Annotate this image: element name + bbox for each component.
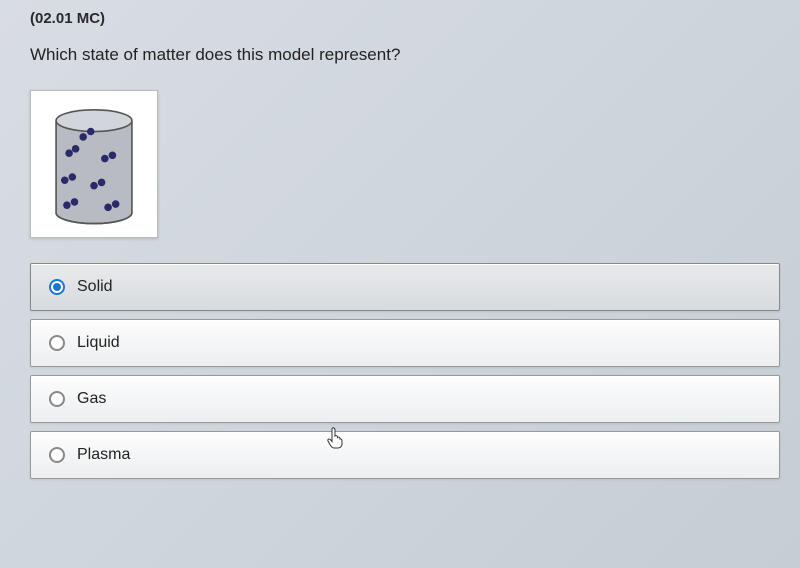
model-image xyxy=(30,90,158,238)
option-label: Liquid xyxy=(77,334,120,352)
radio-icon xyxy=(49,391,65,407)
radio-icon xyxy=(49,447,65,463)
option-label: Gas xyxy=(77,390,106,408)
option-label: Plasma xyxy=(77,446,130,464)
question-text: Which state of matter does this model re… xyxy=(30,45,780,65)
option-solid[interactable]: Solid xyxy=(30,263,780,311)
option-gas[interactable]: Gas xyxy=(30,375,780,423)
option-label: Solid xyxy=(77,278,113,296)
option-liquid[interactable]: Liquid xyxy=(30,319,780,367)
question-code: (02.01 MC) xyxy=(30,10,780,27)
radio-icon xyxy=(49,335,65,351)
options-list: Solid Liquid Gas Plasma xyxy=(30,263,780,479)
cylinder-diagram xyxy=(39,99,149,229)
option-plasma[interactable]: Plasma xyxy=(30,431,780,479)
question-container: (02.01 MC) Which state of matter does th… xyxy=(0,0,800,499)
radio-icon xyxy=(49,279,65,295)
